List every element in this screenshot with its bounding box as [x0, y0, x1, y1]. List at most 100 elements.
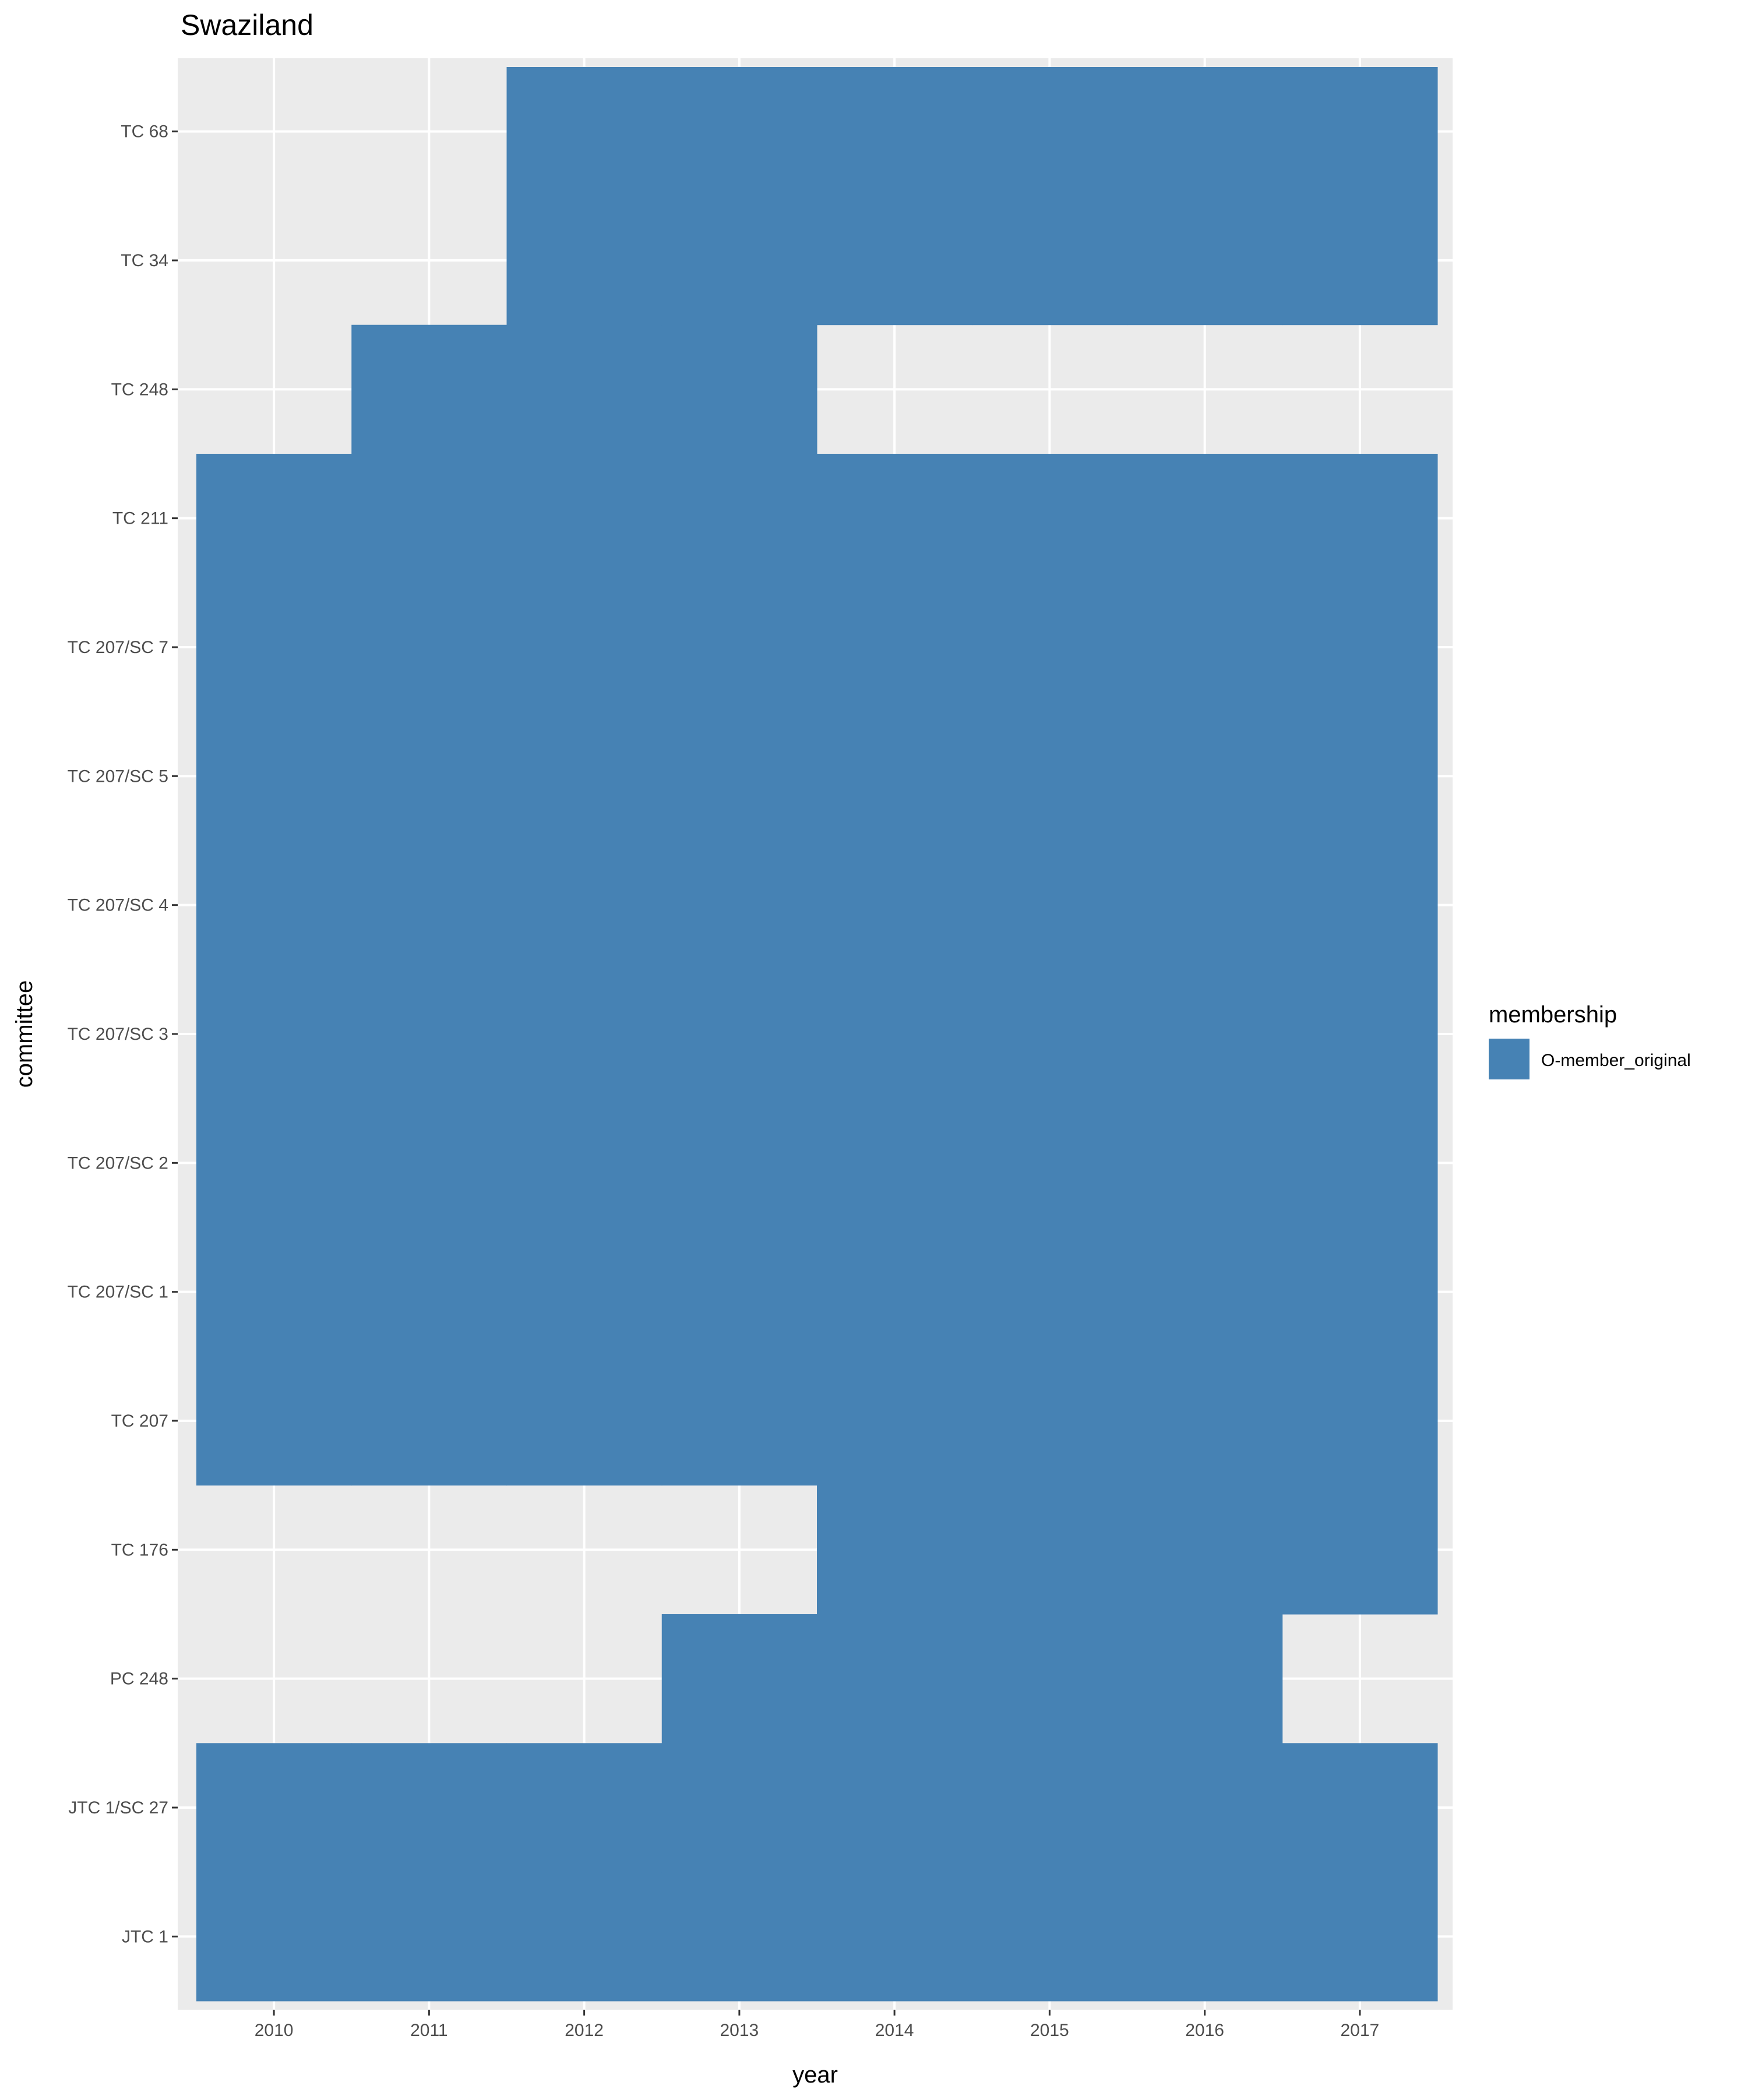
x-tick-label-2011: 2011: [410, 2021, 448, 2040]
tile-tc-34-2017: [1282, 196, 1438, 326]
tile-tc-207-sc-2-2010: [196, 1098, 352, 1228]
tile-tc-68-2015: [972, 67, 1127, 196]
y-tick-label-tc-207-sc-5: TC 207/SC 5: [68, 767, 168, 786]
tile-tc-207-sc-3-2010: [196, 969, 352, 1099]
tile-tc-207-sc-7-2016: [1127, 583, 1283, 712]
x-axis-title: year: [792, 2062, 838, 2088]
tile-tc-211-2013: [661, 454, 817, 583]
y-tick-label-tc-207-sc-3: TC 207/SC 3: [68, 1025, 168, 1044]
tile-tc-207-sc-1-2017: [1282, 1227, 1438, 1357]
tile-tc-207-sc-1-2013: [661, 1227, 817, 1357]
y-tick-label-tc-207-sc-2: TC 207/SC 2: [68, 1153, 168, 1173]
tile-tc-211-2016: [1127, 454, 1283, 583]
tile-tc-34-2013: [661, 196, 817, 326]
tile-tc-207-2017: [1282, 1356, 1438, 1486]
tile-tc-207-sc-1-2012: [506, 1227, 662, 1357]
tile-tc-207-sc-5-2014: [817, 711, 972, 841]
tile-tc-207-sc-3-2011: [351, 969, 507, 1099]
tile-tc-207-sc-2-2012: [506, 1098, 662, 1228]
tile-tc-34-2014: [817, 196, 972, 326]
tile-tc-68-2012: [506, 67, 662, 196]
tile-tc-207-sc-5-2015: [972, 711, 1127, 841]
y-tick-label-tc-34: TC 34: [121, 251, 168, 270]
tile-tc-207-2012: [506, 1356, 662, 1486]
tile-tc-207-sc-4-2012: [506, 841, 662, 970]
tile-tc-207-sc-7-2010: [196, 583, 352, 712]
tile-jtc-1-sc-27-2012: [506, 1743, 662, 1873]
tile-jtc-1-2016: [1127, 1872, 1283, 2002]
tile-jtc-1-2013: [661, 1872, 817, 2002]
tile-pc-248-2014: [817, 1614, 972, 1743]
tile-tc-207-2015: [972, 1356, 1127, 1486]
tile-tc-211-2014: [817, 454, 972, 583]
x-tick-label-2010: 2010: [255, 2021, 294, 2040]
y-tick-label-jtc-1-sc-27: JTC 1/SC 27: [68, 1798, 168, 1817]
tile-tc-207-sc-1-2016: [1127, 1227, 1283, 1357]
tile-jtc-1-2012: [506, 1872, 662, 2002]
tile-tc-211-2010: [196, 454, 352, 583]
tile-tc-207-sc-3-2015: [972, 969, 1127, 1099]
tile-tc-207-sc-7-2017: [1282, 583, 1438, 712]
tile-pc-248-2016: [1127, 1614, 1283, 1743]
y-tick-label-tc-207-sc-7: TC 207/SC 7: [68, 638, 168, 657]
tile-tc-207-sc-4-2011: [351, 841, 507, 970]
tile-tc-176-2015: [972, 1485, 1127, 1615]
y-tick-label-pc-248: PC 248: [110, 1670, 168, 1689]
heatmap-tiles: [196, 67, 1438, 2002]
tile-jtc-1-sc-27-2017: [1282, 1743, 1438, 1873]
tile-jtc-1-2014: [817, 1872, 972, 2002]
tile-tc-176-2014: [817, 1485, 972, 1615]
tile-tc-207-sc-7-2015: [972, 583, 1127, 712]
tile-tc-207-sc-5-2017: [1282, 711, 1438, 841]
y-tick-label-tc-68: TC 68: [121, 122, 168, 142]
y-tick-label-tc-207-sc-1: TC 207/SC 1: [68, 1283, 168, 1302]
tile-tc-207-sc-5-2016: [1127, 711, 1283, 841]
tile-tc-207-sc-3-2012: [506, 969, 662, 1099]
tile-tc-207-sc-5-2011: [351, 711, 507, 841]
tile-tc-207-2010: [196, 1356, 352, 1486]
tile-tc-68-2016: [1127, 67, 1283, 196]
tile-pc-248-2013: [661, 1614, 817, 1743]
tile-jtc-1-sc-27-2016: [1127, 1743, 1283, 1873]
tile-jtc-1-sc-27-2014: [817, 1743, 972, 1873]
tile-tc-207-sc-3-2017: [1282, 969, 1438, 1099]
x-tick-label-2017: 2017: [1341, 2021, 1380, 2040]
chart-title: Swaziland: [181, 9, 313, 41]
y-tick-label-tc-207-sc-4: TC 207/SC 4: [68, 896, 168, 915]
tile-tc-207-sc-2-2014: [817, 1098, 972, 1228]
tile-tc-207-sc-5-2010: [196, 711, 352, 841]
tile-tc-207-sc-2-2015: [972, 1098, 1127, 1228]
tile-tc-207-sc-1-2015: [972, 1227, 1127, 1357]
tile-tc-207-sc-4-2015: [972, 841, 1127, 970]
tile-tc-207-sc-7-2014: [817, 583, 972, 712]
tile-tc-207-sc-5-2012: [506, 711, 662, 841]
tile-tc-207-sc-5-2013: [661, 711, 817, 841]
y-axis-title: committee: [12, 980, 37, 1088]
tile-tc-207-sc-7-2013: [661, 583, 817, 712]
x-tick-label-2015: 2015: [1030, 2021, 1069, 2040]
legend-key-o-member-original: [1489, 1039, 1530, 1079]
x-tick-label-2016: 2016: [1185, 2021, 1224, 2040]
tile-jtc-1-2010: [196, 1872, 352, 2002]
tile-tc-207-sc-3-2016: [1127, 969, 1283, 1099]
x-tick-label-2012: 2012: [565, 2021, 604, 2040]
x-tick-label-2013: 2013: [720, 2021, 759, 2040]
tile-jtc-1-2011: [351, 1872, 507, 2002]
tile-tc-207-sc-1-2010: [196, 1227, 352, 1357]
tile-tc-207-sc-4-2016: [1127, 841, 1283, 970]
tile-tc-207-sc-3-2013: [661, 969, 817, 1099]
legend: membership O-member_original: [1489, 1002, 1691, 1079]
tile-tc-211-2015: [972, 454, 1127, 583]
tile-pc-248-2015: [972, 1614, 1127, 1743]
tile-tc-68-2013: [661, 67, 817, 196]
legend-label-o-member-original: O-member_original: [1541, 1051, 1691, 1070]
tile-tc-207-2014: [817, 1356, 972, 1486]
tile-tc-207-sc-7-2011: [351, 583, 507, 712]
tile-tc-211-2011: [351, 454, 507, 583]
x-tick-label-2014: 2014: [875, 2021, 914, 2040]
tile-tc-68-2017: [1282, 67, 1438, 196]
tile-tc-211-2017: [1282, 454, 1438, 583]
tile-jtc-1-sc-27-2013: [661, 1743, 817, 1873]
